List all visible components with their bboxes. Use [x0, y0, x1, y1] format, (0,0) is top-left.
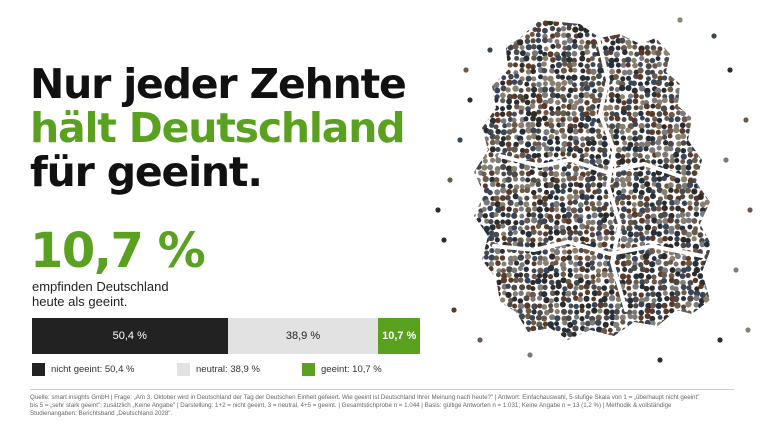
bar-segment-label-1: 38,9 % [285, 330, 321, 342]
legend-swatch-1 [177, 363, 190, 376]
highlight-caption: empfinden Deutschland heute als geeint. [32, 279, 169, 309]
bar-segment-1: 38,9 % [227, 318, 379, 354]
highlight-value: 10,7 % [30, 223, 206, 279]
legend-swatch-2 [302, 363, 315, 376]
legend-item-1: neutral: 38,9 % [177, 363, 260, 376]
headline: Nur jeder Zehnte hält Deutschland für ge… [30, 62, 450, 194]
bar-segment-0: 50,4 % [32, 318, 228, 354]
legend-item-0: nicht geeint: 50,4 % [32, 363, 134, 376]
highlight-caption-line-2: heute als geeint. [32, 294, 128, 309]
source-note: Quelle: smart insights GmbH | Frage: „Am… [30, 394, 736, 419]
legend-label-1: neutral: 38,9 % [196, 364, 260, 375]
stacked-bar: 50,4 % 38,9 % 10,7 % [32, 318, 420, 354]
headline-line-3: für geeint. [30, 148, 263, 196]
crowd-map-germany-icon [435, 17, 753, 363]
legend-swatch-0 [32, 363, 45, 376]
headline-line-2: hält Deutschland [30, 104, 406, 152]
bar-segment-label-2: 10,7 % [382, 330, 417, 342]
bar-segment-2: 10,7 % [378, 318, 420, 354]
legend-label-2: geeint: 10,7 % [321, 364, 382, 375]
source-line-2: bis 5 = „sehr stark geeint"; zusätzlich … [30, 402, 672, 410]
legend-item-2: geeint: 10,7 % [302, 363, 382, 376]
source-line-1: Quelle: smart insights GmbH | Frage: „Am… [30, 394, 700, 401]
legend-label-0: nicht geeint: 50,4 % [51, 364, 135, 375]
source-line-3: Studienangaben: Berichtsband „Deutschlan… [30, 410, 173, 418]
divider [30, 389, 734, 390]
highlight-caption-line-1: empfinden Deutschland [32, 279, 169, 294]
headline-line-1: Nur jeder Zehnte [30, 60, 407, 108]
bar-segment-label-0: 50,4 % [112, 330, 147, 342]
